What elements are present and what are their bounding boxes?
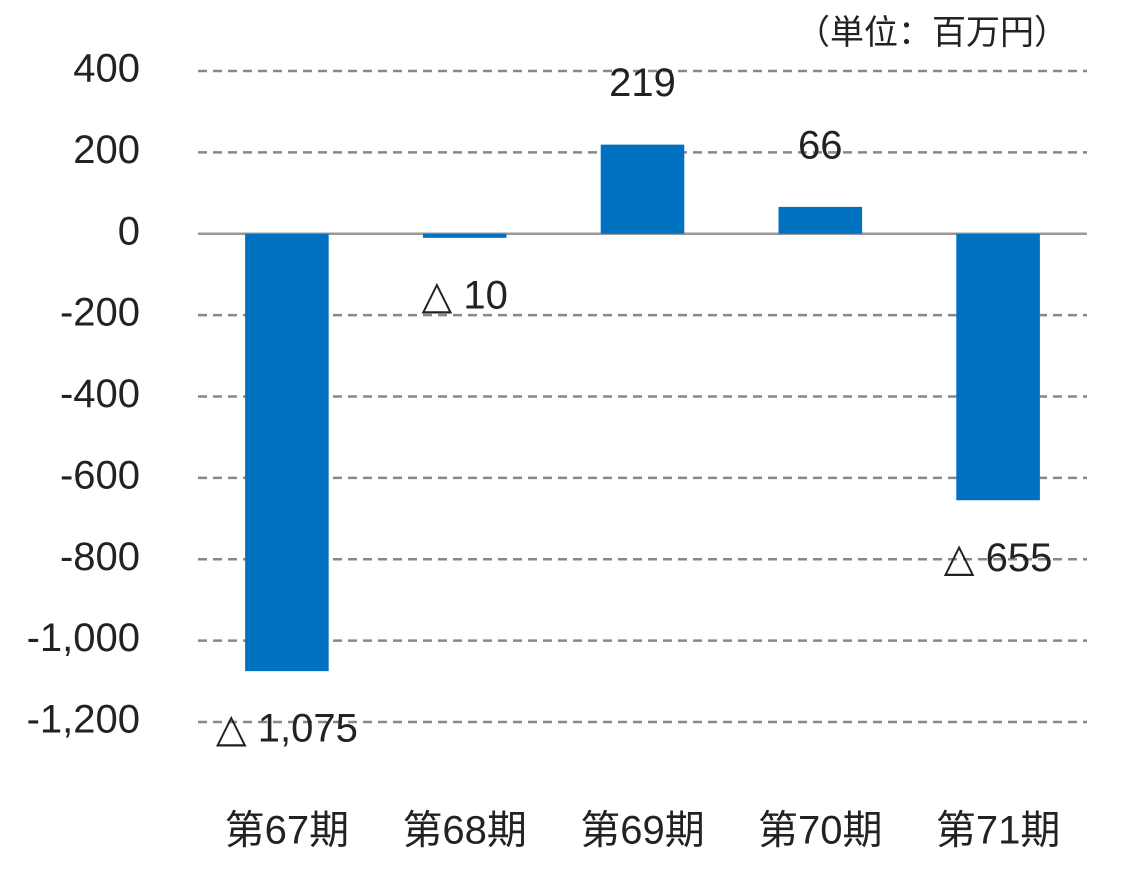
bar <box>422 233 507 238</box>
y-tick-label: -1,000 <box>27 616 140 660</box>
y-tick-label: -600 <box>60 453 140 497</box>
value-label: 219 <box>609 61 676 105</box>
bar <box>600 144 685 234</box>
y-tick-label: -1,200 <box>27 698 140 742</box>
unit-annotation: （単位：百万円） <box>796 14 1068 52</box>
y-tick-label: -800 <box>60 535 140 579</box>
y-tick-label: -200 <box>60 291 140 335</box>
value-label: △ 1,075 <box>216 707 358 751</box>
y-tick-label: 400 <box>73 47 140 91</box>
x-tick-label: 第68期 <box>402 809 527 853</box>
x-tick-label: 第71期 <box>936 809 1061 853</box>
value-label: △ 10 <box>422 273 508 317</box>
x-tick-label: 第70期 <box>758 809 883 853</box>
value-label: 66 <box>798 123 843 167</box>
y-tick-label: 0 <box>118 209 140 253</box>
y-tick-label: 200 <box>73 128 140 172</box>
bar <box>778 206 863 234</box>
x-tick-label: 第67期 <box>225 809 350 853</box>
x-tick-label: 第69期 <box>580 809 705 853</box>
y-tick-label: -400 <box>60 372 140 416</box>
bar <box>956 233 1040 501</box>
bar <box>245 233 329 672</box>
value-label: △ 655 <box>944 536 1053 580</box>
